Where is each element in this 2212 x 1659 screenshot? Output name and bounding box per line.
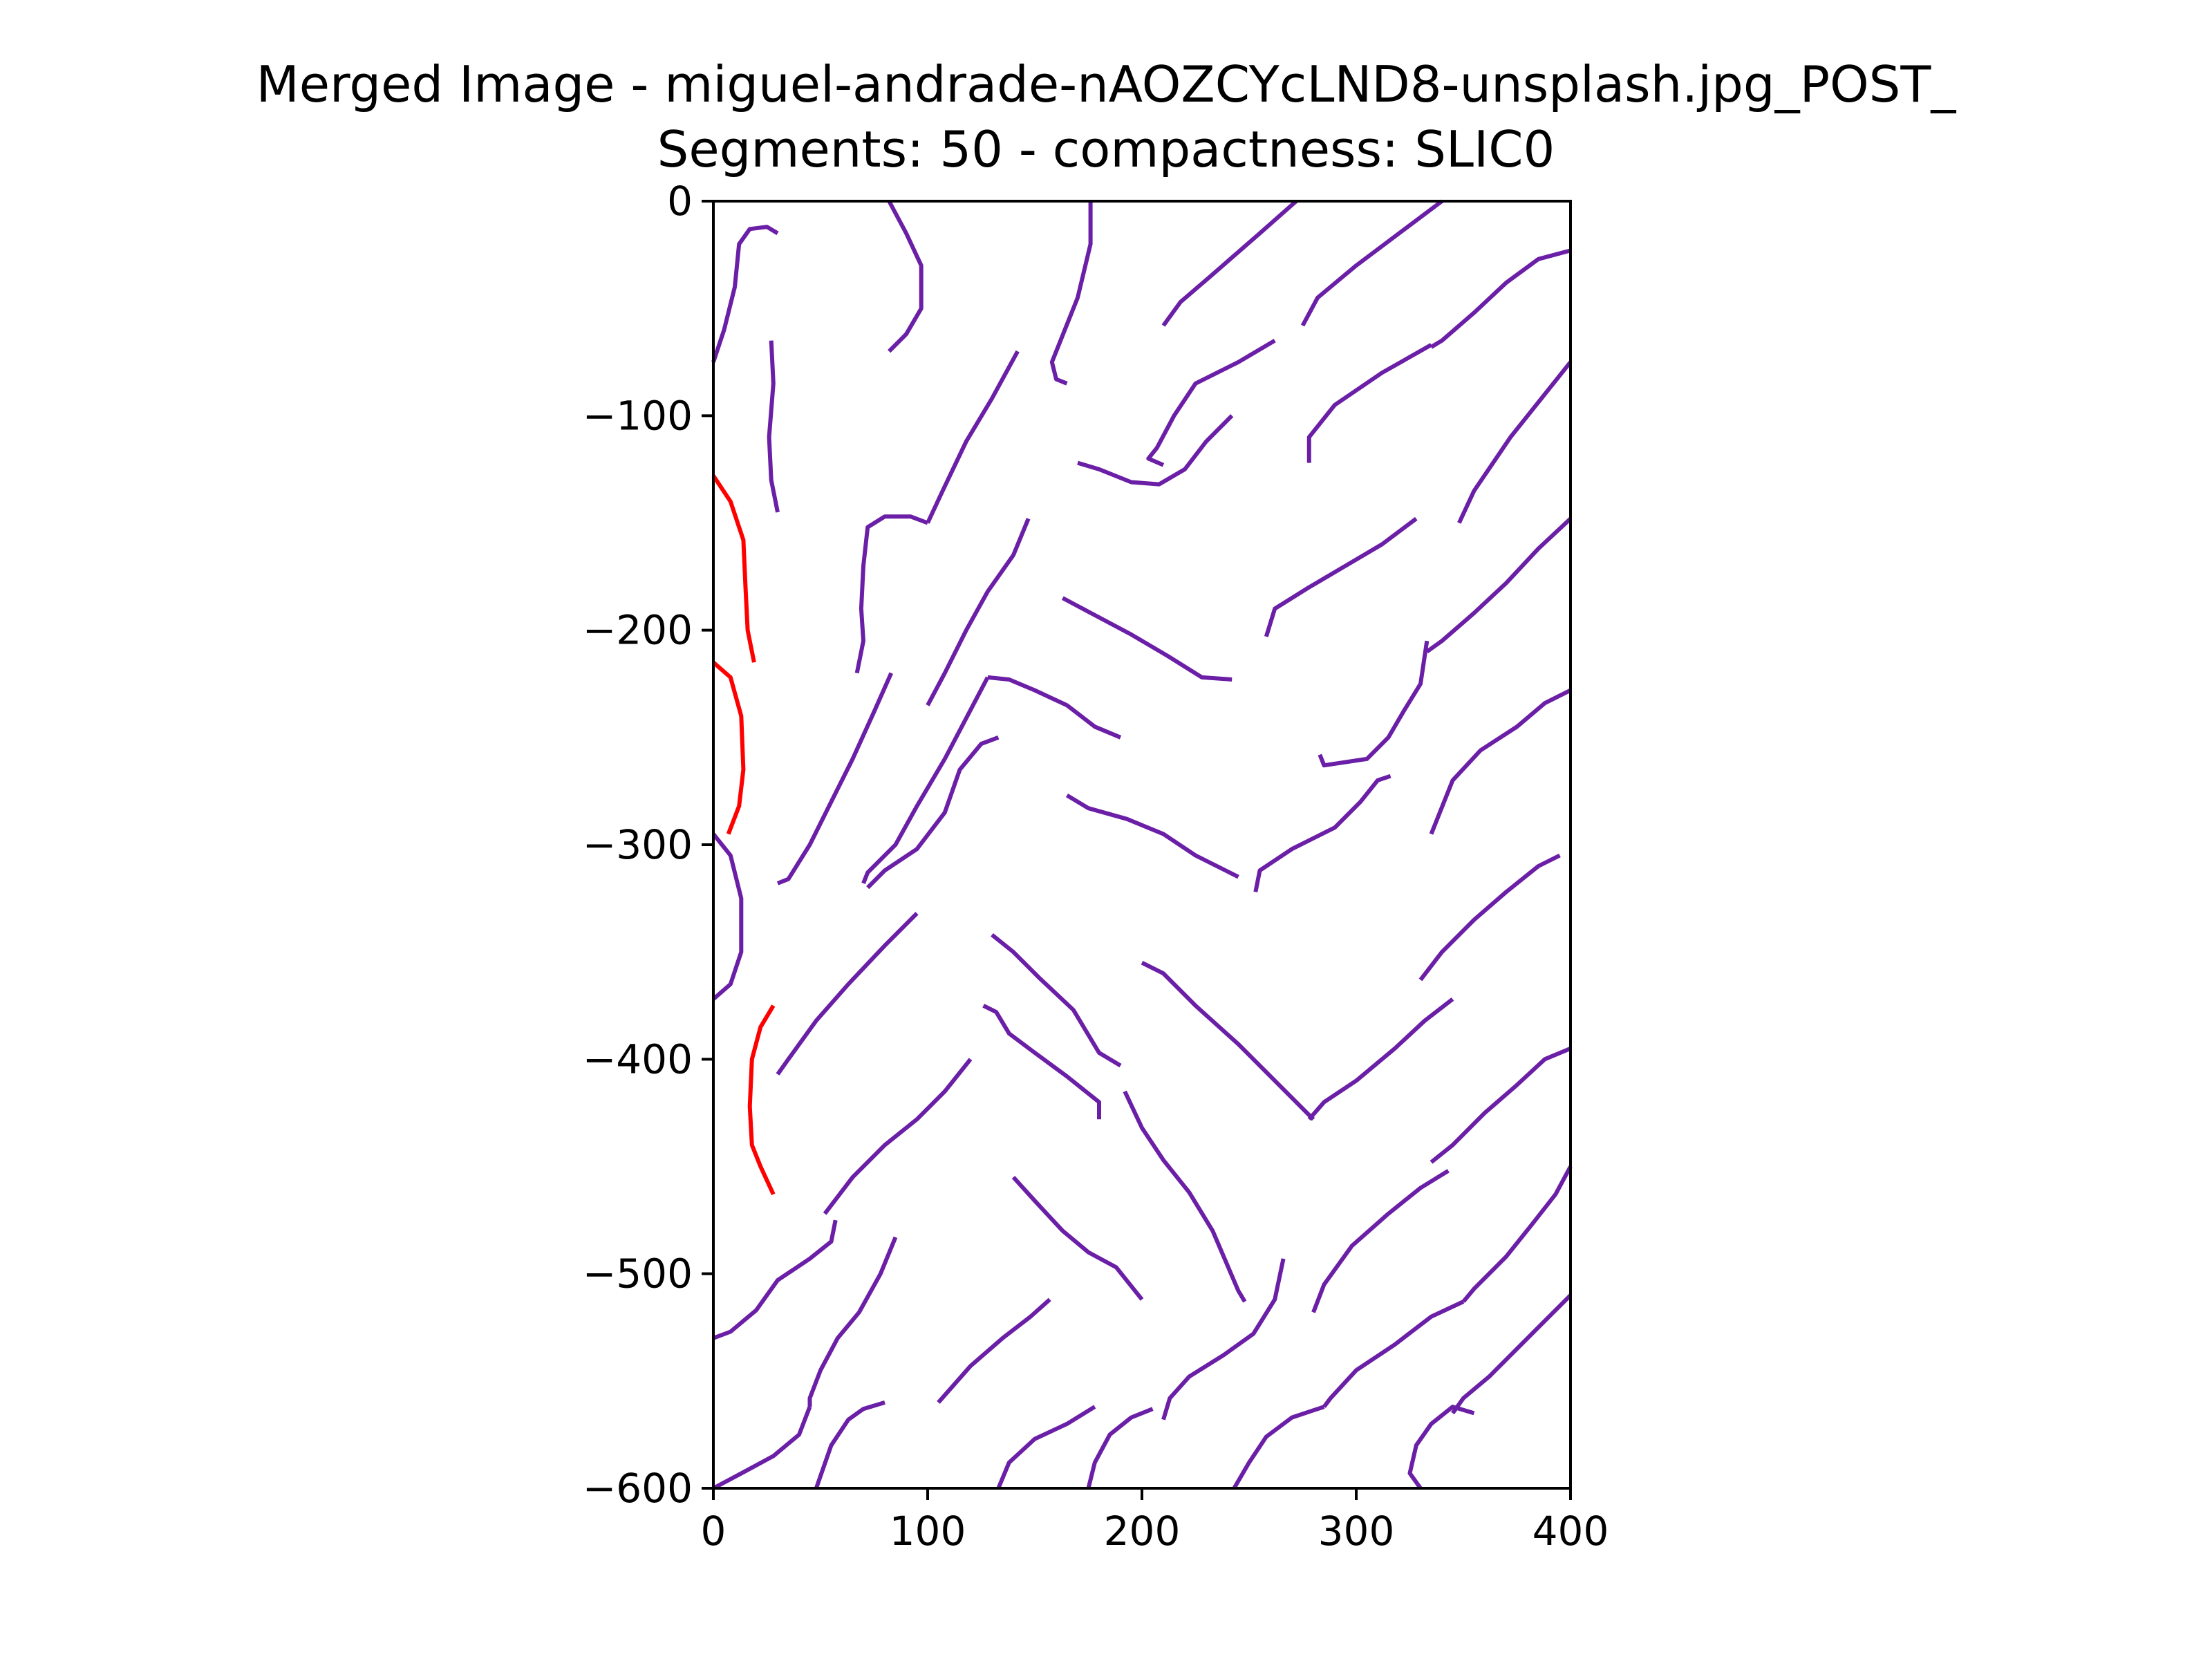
boundary-line-14 — [854, 514, 929, 674]
boundary-line-42 — [1311, 1169, 1450, 1313]
boundary-line-20 — [861, 676, 990, 885]
boundary-line-1 — [711, 225, 779, 363]
boundary-line-16 — [1061, 596, 1232, 682]
y-tick-label: −200 — [583, 607, 693, 654]
boundary-line-10 — [1306, 343, 1432, 463]
boundary-line-23 — [1429, 688, 1572, 835]
boundary-line-9 — [1146, 339, 1276, 467]
boundary-line-43 — [1461, 1165, 1573, 1303]
boundary-line-53 — [1407, 1405, 1475, 1490]
boundary-line-27 — [1253, 774, 1391, 892]
y-tick-label: −600 — [583, 1465, 693, 1512]
boundary-line-11 — [1457, 360, 1573, 524]
boundary-line-48 — [712, 1406, 812, 1490]
boundary-line-13 — [711, 474, 756, 663]
y-tick-label: −400 — [583, 1035, 693, 1082]
boundary-line-18 — [1425, 517, 1573, 654]
boundary-line-50 — [996, 1405, 1096, 1490]
boundary-line-22 — [1318, 640, 1430, 768]
boundary-line-6 — [1430, 248, 1571, 349]
y-tick-label: −500 — [583, 1250, 693, 1297]
boundary-line-39 — [1011, 1175, 1144, 1301]
boundary-line-24 — [776, 672, 894, 885]
boundary-line-46 — [1322, 1300, 1465, 1408]
x-tick-label: 100 — [890, 1508, 966, 1555]
boundary-line-29 — [1418, 853, 1561, 982]
boundary-line-19 — [712, 660, 746, 835]
boundary-line-12 — [1077, 414, 1234, 487]
boundary-line-30 — [776, 912, 919, 1076]
boundary-line-17 — [1264, 516, 1418, 637]
boundary-line-51 — [1086, 1407, 1154, 1489]
boundary-line-49 — [814, 1400, 885, 1489]
boundary-line-8 — [926, 350, 1020, 524]
chart-subtitle: Segments: 50 - compactness: SLIC0 — [657, 120, 1555, 178]
boundary-line-37 — [1123, 1090, 1247, 1303]
boundary-line-4 — [1161, 199, 1298, 327]
boundary-line-38 — [1430, 1047, 1572, 1164]
series-layer — [711, 199, 1573, 1490]
boundary-line-33 — [747, 1004, 776, 1196]
boundary-line-15 — [926, 518, 1031, 706]
boundary-line-21 — [987, 675, 1122, 740]
y-tick-label: −100 — [583, 392, 693, 439]
chart-title: Merged Image - miguel-andrade-nAOZCYcLND… — [256, 55, 1956, 113]
x-tick-label: 400 — [1533, 1508, 1609, 1555]
y-tick-label: 0 — [667, 178, 693, 225]
boundary-line-45 — [1161, 1258, 1286, 1421]
boundary-line-44 — [937, 1297, 1051, 1404]
boundary-line-36 — [982, 1004, 1101, 1120]
boundary-line-41 — [807, 1236, 898, 1407]
x-tick-label: 0 — [701, 1508, 727, 1555]
boundary-line-31 — [991, 932, 1122, 1068]
x-tick-label: 200 — [1104, 1508, 1181, 1555]
x-tick-label: 300 — [1318, 1508, 1395, 1555]
boundary-line-25 — [866, 735, 1000, 890]
y-tick-label: −300 — [583, 821, 693, 868]
boundary-line-47 — [1451, 1293, 1573, 1415]
boundary-line-52 — [1232, 1405, 1325, 1490]
boundary-line-32 — [1141, 961, 1315, 1121]
boundary-line-34 — [1307, 997, 1454, 1121]
boundary-line-40 — [712, 1219, 838, 1340]
boundary-line-28 — [711, 832, 744, 1001]
axes-frame — [712, 200, 1572, 1490]
boundary-line-5 — [1300, 199, 1443, 327]
boundary-line-3 — [1049, 201, 1093, 386]
boundary-line-35 — [823, 1058, 973, 1215]
boundary-line-2 — [887, 200, 924, 353]
ticks-layer: 0 100 200 300 400 0 −100 −200 −300 −400 −500 −600 — [583, 178, 1609, 1555]
boundary-line-7 — [767, 340, 780, 513]
boundary-line-26 — [1065, 794, 1239, 879]
